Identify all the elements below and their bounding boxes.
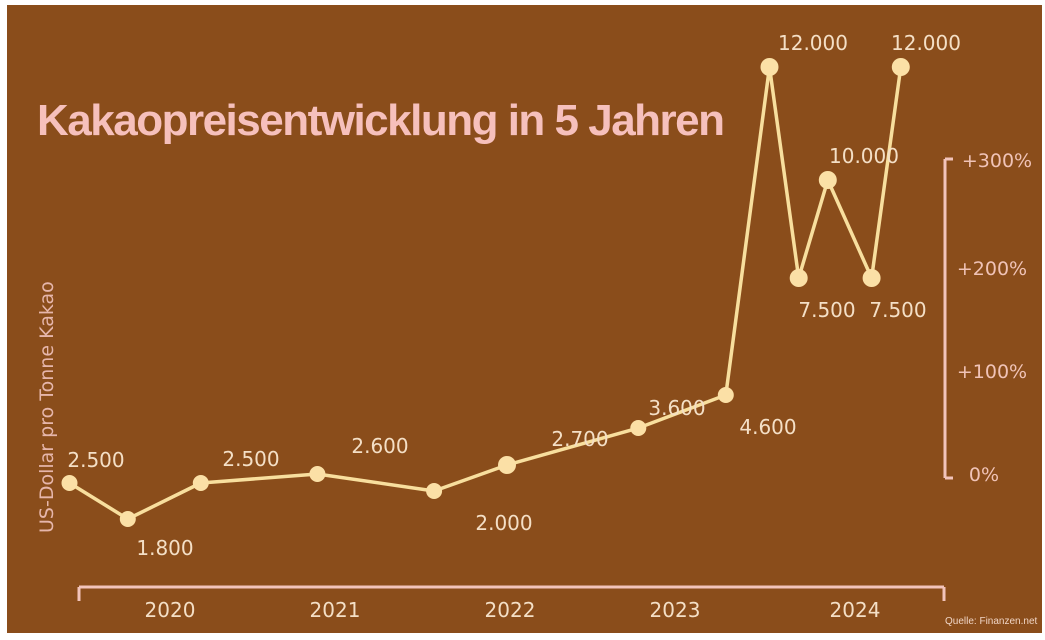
data-point [426, 483, 443, 499]
data-point [498, 456, 516, 474]
data-point [309, 466, 326, 482]
x-tick-label: 2020 [145, 598, 196, 622]
chart-title: Kakaopreisentwicklung in 5 Jahren [37, 96, 724, 145]
data-label: 7.500 [869, 298, 926, 322]
x-tick-label: 2022 [485, 598, 536, 622]
data-point [119, 511, 136, 527]
data-point [717, 387, 734, 403]
data-point [789, 269, 808, 287]
data-label: 10.000 [829, 144, 899, 168]
data-label: 2.500 [222, 447, 279, 471]
x-tick-label: 2023 [650, 598, 701, 622]
pct-tick-label: 0% [969, 464, 999, 486]
data-point [61, 475, 78, 491]
source-note: Quelle: Finanzen.net [945, 616, 1038, 627]
x-tick-label: 2024 [830, 598, 881, 622]
data-point [630, 420, 647, 436]
price-chart: Kakaopreisentwicklung in 5 Jahren US-Dol… [36, 31, 1038, 627]
data-label: 12.000 [891, 31, 961, 55]
y-axis-label: US-Dollar pro Tonne Kakao [36, 281, 58, 533]
data-point [192, 475, 209, 491]
data-label: 3.600 [648, 396, 705, 420]
data-label: 2.700 [551, 427, 608, 451]
data-label: 4.600 [739, 415, 796, 439]
data-label: 2.500 [67, 448, 124, 472]
data-label: 1.800 [136, 536, 193, 560]
chart-frame: Kakaopreisentwicklung in 5 Jahren US-Dol… [7, 5, 1042, 633]
data-point [862, 269, 881, 287]
data-point [760, 58, 779, 76]
data-label: 2.600 [351, 434, 408, 458]
data-point [818, 171, 837, 189]
pct-tick-label: +100% [957, 361, 1027, 383]
x-tick-label: 2021 [310, 598, 361, 622]
pct-tick-label: +300% [962, 150, 1032, 172]
data-label: 2.000 [475, 511, 532, 535]
data-point [891, 58, 910, 76]
data-label: 7.500 [798, 298, 855, 322]
data-label: 12.000 [778, 31, 848, 55]
pct-tick-label: +200% [957, 258, 1027, 280]
